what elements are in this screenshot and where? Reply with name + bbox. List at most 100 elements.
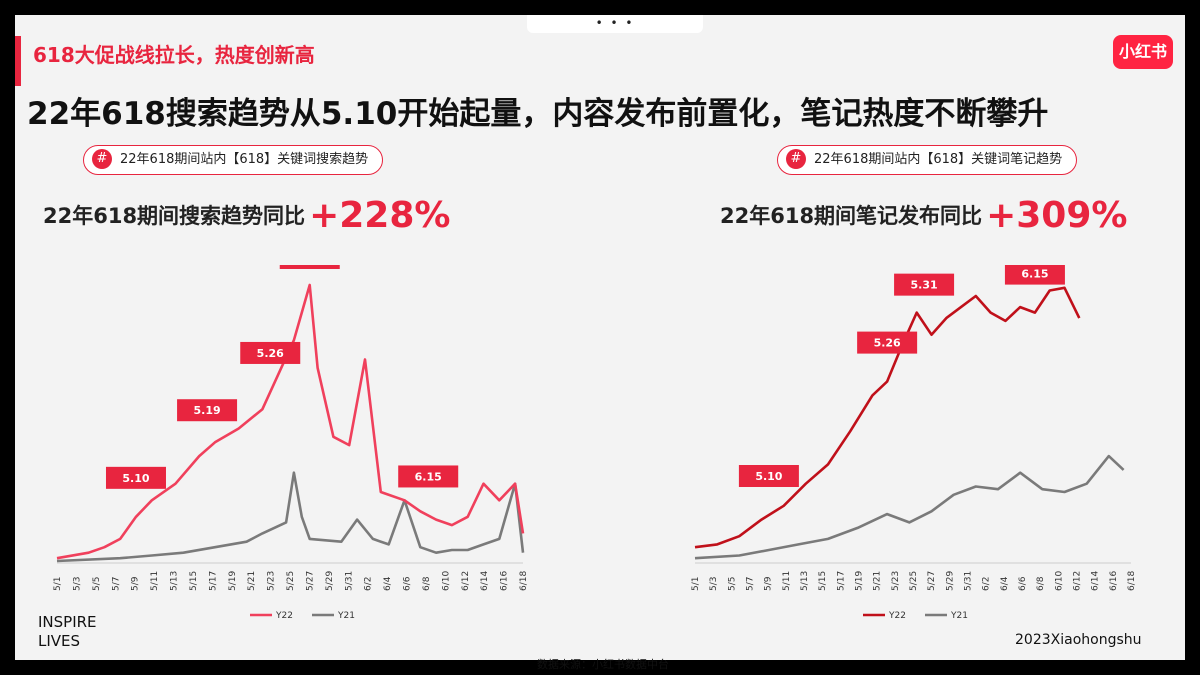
xiaohongshu-logo: 小红书 <box>1113 35 1173 69</box>
x-tick-label: 6/16 <box>1109 571 1119 591</box>
legend-label-y22: Y22 <box>888 611 906 621</box>
annotation-label: 6.15 <box>415 470 442 483</box>
x-tick-label: 5/17 <box>208 571 218 591</box>
x-tick-label: 6/6 <box>1018 576 1028 591</box>
hash-icon: # <box>786 148 806 169</box>
annotation-box <box>738 465 799 487</box>
x-tick-label: 5/15 <box>189 571 199 591</box>
x-tick-label: 5/5 <box>727 577 737 591</box>
x-tick-label: 5/31 <box>344 571 354 591</box>
annotation-5-26: 5.26 <box>857 331 918 354</box>
x-tick-label: 5/11 <box>150 571 160 591</box>
annotation-label: 5.26 <box>257 347 284 360</box>
annotation-box <box>279 265 340 269</box>
series-line-y21 <box>694 454 1125 560</box>
annotation-label: 6.15 <box>1021 268 1048 281</box>
inspire-lives: INSPIRE LIVES <box>38 613 97 651</box>
left-chart-pill: #22年618期间站内【618】关键词搜索趋势 <box>83 145 384 175</box>
annotation-box <box>398 465 459 488</box>
annotation-label: 5.26 <box>874 337 901 350</box>
x-tick-label: 5/25 <box>286 571 296 591</box>
x-tick-label: 5/11 <box>782 571 792 591</box>
x-tick-label: 5/13 <box>170 571 180 591</box>
x-tick-label: 5/3 <box>709 577 719 591</box>
window-menu-dots[interactable]: • • • <box>527 15 703 33</box>
hash-icon: # <box>92 148 112 169</box>
x-tick-label: 5/27 <box>305 571 315 591</box>
x-tick-label: 5/13 <box>800 571 810 591</box>
right-chart: 5/1 5/3 5/5 5/7 5/9 5/11 5/13 5/15 5/17 5/19 5/21 5… <box>691 265 1137 621</box>
x-tick-label: 6/14 <box>480 571 490 591</box>
x-tick-label: 6/18 <box>1127 571 1137 591</box>
x-tick-label: 5/23 <box>891 571 901 591</box>
x-tick-label: 5/27 <box>927 571 937 591</box>
x-tick-label: 6/8 <box>1036 576 1046 591</box>
x-tick-label: 5/17 <box>836 571 846 591</box>
left-stat: 22年618期间搜索趋势同比 +228% <box>43 195 450 236</box>
x-tick-label: 5/1 <box>53 577 63 591</box>
right-stat-value: +309% <box>986 195 1128 236</box>
x-tick-label: 5/7 <box>746 577 756 591</box>
x-tick-label: 5/29 <box>945 571 955 591</box>
x-tick-label: 6/8 <box>422 576 432 591</box>
x-tick-label: 5/9 <box>131 576 141 591</box>
copyright: 2023Xiaohongshu <box>1015 632 1142 648</box>
x-tick-label: 6/6 <box>403 576 413 591</box>
subheading: 618大促战线拉长，热度创新高 <box>33 43 315 67</box>
left-stat-text: 22年618期间搜索趋势同比 <box>43 204 306 228</box>
x-tick-label: 5/21 <box>873 571 883 591</box>
page-title: 22年618搜索趋势从5.10开始起量，内容发布前置化，笔记热度不断攀升 <box>27 96 1049 132</box>
inspire-line1: INSPIRE <box>38 613 97 631</box>
right-chart-pill: #22年618期间站内【618】关键词笔记趋势 <box>777 145 1078 175</box>
x-tick-label: 5/9 <box>764 576 774 591</box>
right-stat-text: 22年618期间笔记发布同比 <box>720 204 983 228</box>
x-tick-label: 6/2 <box>364 577 374 591</box>
annotation-label: 5.10 <box>755 470 782 483</box>
annotation-6-15: 6.15 <box>398 465 459 488</box>
x-tick-label: 5/31 <box>964 571 974 591</box>
inspire-line2: LIVES <box>38 632 81 650</box>
annotation-6-15: 6.15 <box>1004 265 1065 285</box>
x-tick-label: 6/4 <box>383 576 393 591</box>
x-tick-label: 5/19 <box>228 571 238 591</box>
left-pill-label: 22年618期间站内【618】关键词搜索趋势 <box>120 152 369 167</box>
annotation-box <box>1004 265 1065 285</box>
annotation-5-31: 5.31 <box>894 273 955 296</box>
legend-label-y21: Y21 <box>950 611 968 621</box>
x-tick-label: 5/21 <box>247 571 257 591</box>
x-tick-label: 5/5 <box>92 577 102 591</box>
annotation-5-31: 5.31 <box>279 265 340 269</box>
x-tick-label: 5/1 <box>691 577 701 591</box>
right-pill-label: 22年618期间站内【618】关键词笔记趋势 <box>814 152 1063 167</box>
legend-label-y21: Y21 <box>337 611 355 621</box>
annotation-label: 5.31 <box>911 279 938 292</box>
x-tick-label: 5/23 <box>267 571 277 591</box>
annotation-5-10: 5.10 <box>738 465 799 487</box>
annotation-label: 5.10 <box>122 472 149 485</box>
x-tick-label: 6/10 <box>1054 571 1064 591</box>
data-source: 数据来源：小红书数据中台 <box>537 658 669 671</box>
annotation-label: 5.19 <box>193 404 220 417</box>
x-tick-label: 6/12 <box>1073 571 1083 591</box>
annotation-5-19: 5.19 <box>177 399 238 422</box>
annotation-box <box>857 331 918 354</box>
legend-label-y22: Y22 <box>275 611 293 621</box>
left-chart: 5/1 5/3 5/5 5/7 5/9 5/11 5/13 5/15 5/17 5/19 5/21 5… <box>53 265 529 621</box>
left-stat-value: +228% <box>309 195 451 236</box>
x-tick-label: 5/15 <box>818 571 828 591</box>
x-tick-label: 5/25 <box>909 571 919 591</box>
accent-bar <box>15 36 21 86</box>
x-tick-label: 6/12 <box>461 571 471 591</box>
annotation-5-26: 5.26 <box>240 341 301 364</box>
x-tick-label: 5/7 <box>111 577 121 591</box>
annotation-box <box>177 399 238 422</box>
annotation-5-10: 5.10 <box>105 466 166 489</box>
x-tick-label: 5/3 <box>72 577 82 591</box>
x-tick-label: 6/18 <box>519 571 529 591</box>
series-line-y22 <box>56 283 525 560</box>
x-tick-label: 5/29 <box>325 571 335 591</box>
right-stat: 22年618期间笔记发布同比 +309% <box>720 195 1127 236</box>
annotation-box <box>894 273 955 296</box>
x-tick-label: 6/14 <box>1091 571 1101 591</box>
series-line-y22 <box>694 286 1081 549</box>
